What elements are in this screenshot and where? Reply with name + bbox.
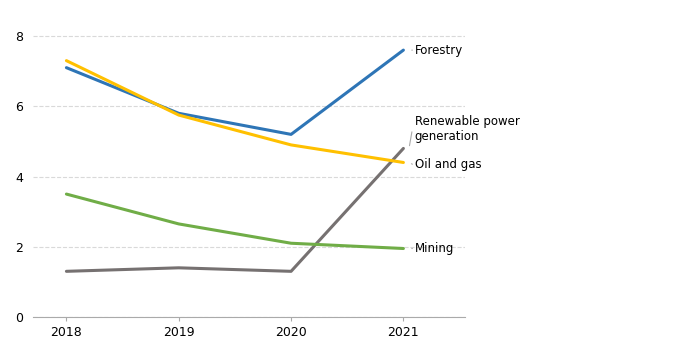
Text: Oil and gas: Oil and gas (415, 158, 481, 171)
Text: Mining: Mining (415, 242, 454, 255)
Text: Renewable power
generation: Renewable power generation (415, 115, 519, 143)
Text: Forestry: Forestry (415, 44, 463, 57)
